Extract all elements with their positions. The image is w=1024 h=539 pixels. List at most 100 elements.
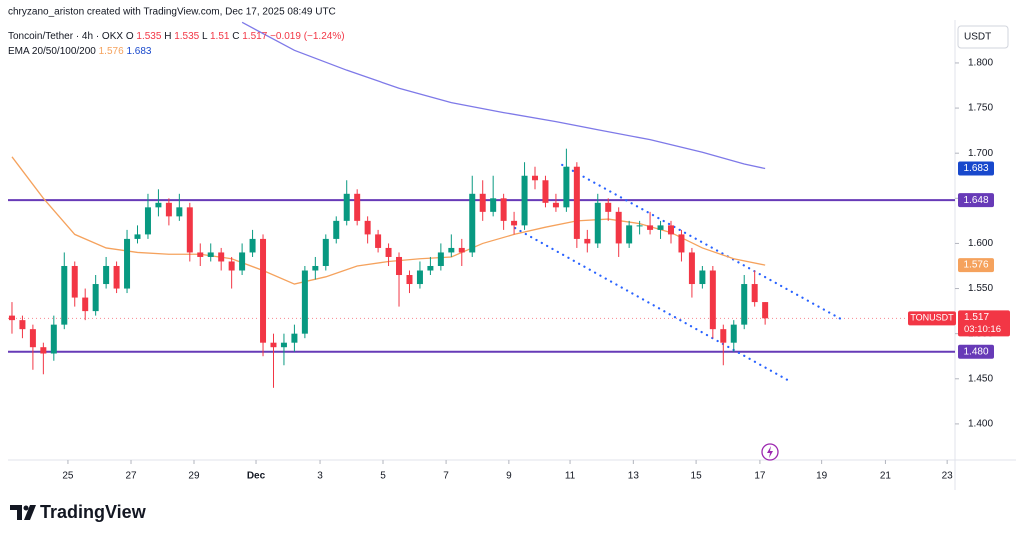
legend-item: O [126, 31, 137, 42]
x-tick-label: 5 [380, 471, 386, 482]
trend-line [514, 226, 792, 383]
candle-body [385, 247, 392, 257]
ema-badge-label: 1.683 [963, 163, 988, 174]
candle-body [29, 329, 36, 348]
candle-body [416, 270, 423, 285]
x-tick-label: 25 [62, 471, 74, 482]
x-tick-label: 7 [443, 471, 449, 482]
candle-body [584, 238, 591, 244]
lightning-icon [761, 443, 779, 461]
legend-row: EMA 20/50/100/200 1.576 1.683 [8, 46, 152, 57]
candle-body [521, 175, 528, 226]
candle-body [228, 261, 235, 271]
brand: TradingView [40, 502, 147, 522]
candle-body [280, 342, 287, 348]
candle-body [688, 252, 695, 285]
candle-body [176, 207, 183, 217]
ema-line [241, 21, 766, 170]
candle-body [301, 270, 308, 334]
candle-body [71, 265, 78, 298]
trend-line [561, 163, 846, 323]
level-badge [958, 344, 994, 359]
ticker-badge [908, 311, 956, 326]
legend-item: C [232, 31, 242, 42]
x-tick-label: 23 [942, 471, 954, 482]
candle-body [647, 225, 654, 230]
x-tick-label: 29 [188, 471, 200, 482]
ticker-label: TONUSDT [910, 313, 954, 323]
y-tick-label: 1.700 [968, 148, 993, 159]
candle-body [636, 225, 643, 227]
x-tick-label: 3 [317, 471, 323, 482]
ema-badge [958, 258, 994, 273]
legend-item: 1.535 [174, 31, 202, 42]
x-tick-label: 17 [754, 471, 766, 482]
price-badge [958, 310, 1010, 337]
candle-body [751, 284, 758, 303]
candle-body [113, 265, 120, 289]
credit: chryzano_ariston created with TradingVie… [8, 7, 336, 18]
legend-item: −0.019 (−1.24%) [270, 31, 345, 42]
candle-body [730, 324, 737, 343]
currency-box [957, 25, 1009, 49]
candle-body [626, 225, 633, 244]
candle-body [8, 315, 15, 321]
candle-body [699, 270, 706, 285]
y-tick-label: 1.800 [968, 58, 993, 69]
candle-body [741, 284, 748, 325]
candle-body [207, 252, 214, 257]
candle-body [437, 252, 444, 266]
candle-body [124, 238, 131, 289]
candle-body [511, 220, 518, 226]
ema-badge-label: 1.576 [963, 260, 988, 271]
level-badge-label: 1.648 [963, 195, 988, 206]
x-tick-label: 11 [565, 471, 576, 482]
y-tick-label: 1.400 [968, 419, 993, 430]
candle-body [40, 347, 47, 354]
x-tick-label: 19 [816, 471, 828, 482]
legend-item: 1.576 [99, 46, 127, 57]
candle-body [479, 193, 486, 212]
candle-body [312, 265, 319, 271]
candle-body [270, 342, 277, 348]
legend-item: 1.517 [242, 31, 270, 42]
candle-body [490, 198, 497, 212]
legend-item: Toncoin/Tether · 4h · OKX [8, 31, 126, 42]
legend-item: 1.683 [126, 46, 151, 57]
candle-body [103, 265, 110, 285]
legend-item: H [164, 31, 174, 42]
candle-body [406, 275, 413, 285]
candle-body [762, 302, 769, 319]
candle-body [364, 220, 371, 235]
legend-row: Toncoin/Tether · 4h · OKX O 1.535 H 1.53… [8, 31, 345, 42]
candle-body [615, 211, 622, 244]
candle-body [134, 234, 141, 239]
candle-body [260, 238, 267, 343]
candle-body [249, 238, 256, 253]
legend-item: 1.51 [210, 31, 232, 42]
candle-body [469, 193, 476, 253]
candle-body [322, 238, 329, 266]
candle-body [573, 166, 580, 239]
y-tick-label: 1.750 [968, 103, 993, 114]
candle-body [186, 207, 193, 253]
candle-body [375, 234, 382, 248]
candle-body [82, 297, 89, 312]
candle-body [594, 202, 601, 244]
candle-body [542, 180, 549, 203]
candle-body [448, 247, 455, 253]
y-tick-label: 1.600 [968, 238, 993, 249]
candle-body [427, 265, 434, 271]
candle-body [343, 193, 350, 221]
x-tick-label: 27 [125, 471, 137, 482]
candle-body [563, 166, 570, 208]
currency: USDT [964, 32, 991, 43]
candle-body [92, 284, 99, 312]
candle-body [657, 225, 664, 230]
x-tick-label: Dec [247, 471, 266, 482]
legend-item: 1.535 [136, 31, 164, 42]
candle-body [678, 234, 685, 253]
candle-body [155, 202, 162, 208]
